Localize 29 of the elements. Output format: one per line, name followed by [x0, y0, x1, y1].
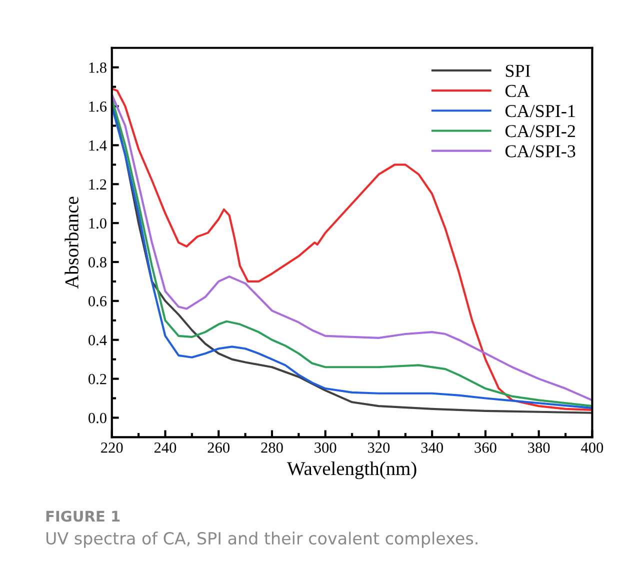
x-tick-label: 360: [474, 442, 496, 453]
caption: FIGURE 1: [46, 510, 120, 522]
y-tick-label: 0.0: [88, 412, 106, 424]
y-tick-label: 0.6: [88, 296, 107, 306]
x-tick-label: 280: [261, 442, 283, 453]
y-tick-label: 0.2: [88, 374, 106, 384]
x-tick-label: 240: [154, 442, 176, 453]
y-tick-label: 1.6: [89, 101, 107, 112]
x-tick-label: 220: [101, 442, 123, 453]
x-tick-label: 380: [528, 442, 550, 453]
x-tick-label: 320: [368, 442, 390, 453]
x-tick-label: 300: [314, 442, 336, 453]
x-tick-label: 340: [421, 442, 443, 453]
x-tick-label: 400: [581, 442, 604, 453]
text: UV spectra of CA, SPI and their covalent complexes.: [46, 532, 478, 548]
x-axis-title: Wavelength(nm): [286, 461, 416, 480]
y-tick-label: 0.8: [88, 257, 106, 268]
legend-label: CA/SPI-1: [505, 105, 575, 118]
legend-label: SPI: [506, 64, 530, 77]
legend-label: CA/SPI-3: [505, 145, 576, 158]
legend-label: CA/SPI-2: [505, 125, 575, 138]
legend-label: CA: [505, 84, 530, 98]
y-tick-label: 1.4: [89, 140, 107, 151]
y-tick-label: 1.2: [89, 179, 106, 190]
y-tick-label: 1.0: [89, 218, 106, 229]
x-tick-label: 260: [208, 442, 230, 453]
y-axis-title: Absorbance: [64, 196, 78, 289]
y-tick-label: 0.4: [88, 335, 107, 346]
y-tick-label: 1.8: [89, 62, 106, 73]
